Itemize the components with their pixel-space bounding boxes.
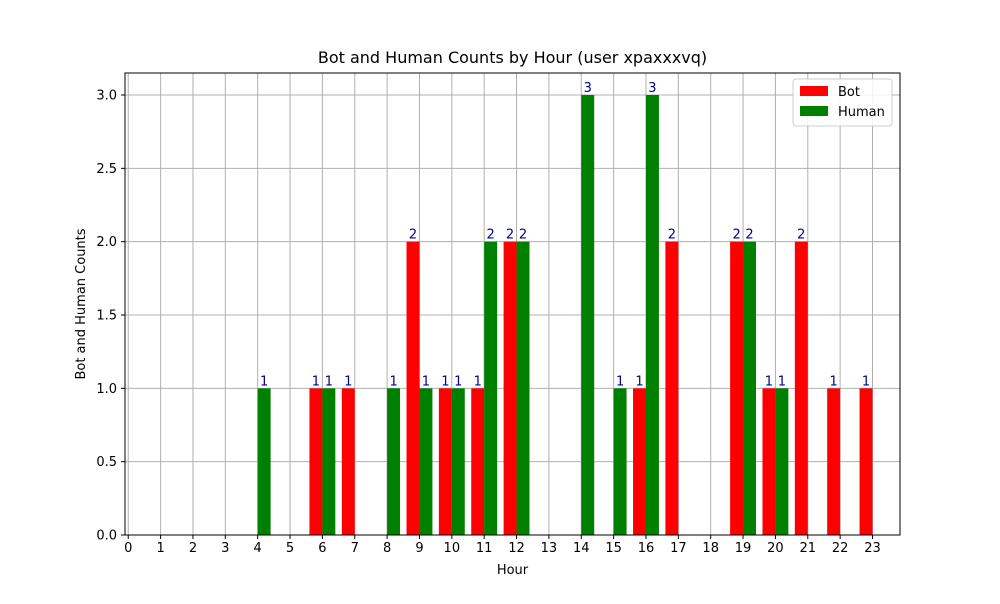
x-tick-label: 1 (156, 541, 164, 556)
bar-value-label: 1 (616, 374, 624, 389)
bar-bot-hour-20 (762, 388, 776, 535)
x-tick-label: 22 (832, 541, 849, 556)
bar-human-hour-8 (387, 388, 401, 535)
x-tick-label: 5 (286, 541, 294, 556)
bar-human-hour-11 (484, 241, 498, 535)
bar-value-label: 2 (732, 228, 740, 243)
x-tick-label: 6 (318, 541, 326, 556)
x-tick-label: 10 (444, 541, 461, 556)
bar-value-label: 2 (519, 228, 527, 243)
y-tick-label: 0.0 (96, 529, 117, 544)
bar-bot-hour-11 (471, 388, 485, 535)
x-tick-label: 16 (638, 541, 655, 556)
bar-human-hour-14 (581, 95, 595, 535)
bar-bot-hour-12 (503, 241, 517, 535)
y-tick-label: 2.0 (96, 235, 117, 250)
x-tick-label: 14 (573, 541, 590, 556)
bar-human-hour-16 (645, 95, 659, 535)
x-tick-label: 9 (415, 541, 423, 556)
y-tick-label: 2.5 (96, 162, 117, 177)
bar-bot-hour-21 (794, 241, 808, 535)
bar-value-label: 1 (454, 374, 462, 389)
y-tick-label: 0.5 (96, 455, 117, 470)
bar-bot-hour-22 (827, 388, 841, 535)
x-tick-label: 3 (221, 541, 229, 556)
bar-human-hour-15 (613, 388, 627, 535)
bar-value-label: 2 (668, 228, 676, 243)
bar-bot-hour-7 (341, 388, 355, 535)
x-tick-label: 19 (735, 541, 752, 556)
x-tick-label: 17 (670, 541, 687, 556)
bar-human-hour-12 (516, 241, 530, 535)
bar-value-label: 1 (325, 374, 333, 389)
x-tick-label: 0 (124, 541, 132, 556)
bar-value-label: 1 (344, 374, 352, 389)
bar-value-label: 1 (260, 374, 268, 389)
bar-bot-hour-23 (859, 388, 873, 535)
x-tick-label: 18 (702, 541, 719, 556)
bar-value-label: 2 (487, 228, 495, 243)
bar-human-hour-6 (322, 388, 336, 535)
bar-value-label: 1 (830, 374, 838, 389)
bar-value-label: 1 (422, 374, 430, 389)
legend: Bot Human (792, 78, 893, 127)
bar-value-label: 3 (584, 81, 592, 96)
chart-title: Bot and Human Counts by Hour (user xpaxx… (318, 48, 707, 67)
y-tick-label: 1.0 (96, 382, 117, 397)
bar-value-label: 1 (778, 374, 786, 389)
bar-human-hour-9 (419, 388, 433, 535)
y-tick-label: 1.5 (96, 309, 117, 324)
x-tick-label: 4 (254, 541, 262, 556)
x-tick-label: 11 (476, 541, 493, 556)
legend-label-human: Human (838, 105, 885, 120)
legend-label-bot: Bot (838, 85, 860, 100)
legend-swatch-human (800, 106, 828, 116)
bar-bot-hour-19 (730, 241, 744, 535)
bar-value-label: 2 (745, 228, 753, 243)
bar-value-label: 3 (648, 81, 656, 96)
x-tick-label: 7 (351, 541, 359, 556)
bar-value-label: 1 (474, 374, 482, 389)
x-tick-label: 12 (508, 541, 525, 556)
bar-value-label: 1 (312, 374, 320, 389)
x-tick-label: 2 (189, 541, 197, 556)
bar-value-label: 1 (441, 374, 449, 389)
bar-value-label: 2 (506, 228, 514, 243)
bar-bot-hour-16 (633, 388, 646, 535)
bar-value-label: 2 (409, 228, 417, 243)
bar-value-label: 1 (862, 374, 870, 389)
bar-value-label: 1 (635, 374, 643, 389)
bar-human-hour-20 (775, 388, 789, 535)
x-tick-label: 21 (800, 541, 817, 556)
bar-bot-hour-6 (309, 388, 323, 535)
bar-bot-hour-9 (406, 241, 420, 535)
x-tick-label: 23 (864, 541, 881, 556)
x-tick-label: 13 (541, 541, 558, 556)
x-axis-title: Hour (497, 563, 529, 578)
y-tick-label: 3.0 (96, 89, 117, 104)
x-tick-label: 8 (383, 541, 391, 556)
legend-swatch-bot (800, 86, 828, 96)
bar-human-hour-10 (451, 388, 465, 535)
x-tick-label: 15 (605, 541, 622, 556)
bar-value-label: 1 (765, 374, 773, 389)
x-tick-label: 20 (767, 541, 784, 556)
bar-bot-hour-10 (438, 388, 452, 535)
bar-value-label: 1 (389, 374, 397, 389)
y-axis-title: Bot and Human Counts (74, 228, 89, 379)
bar-bot-hour-17 (665, 241, 679, 535)
bar-human-hour-4 (257, 388, 271, 535)
bar-value-label: 2 (797, 228, 805, 243)
bar-human-hour-19 (743, 241, 757, 535)
